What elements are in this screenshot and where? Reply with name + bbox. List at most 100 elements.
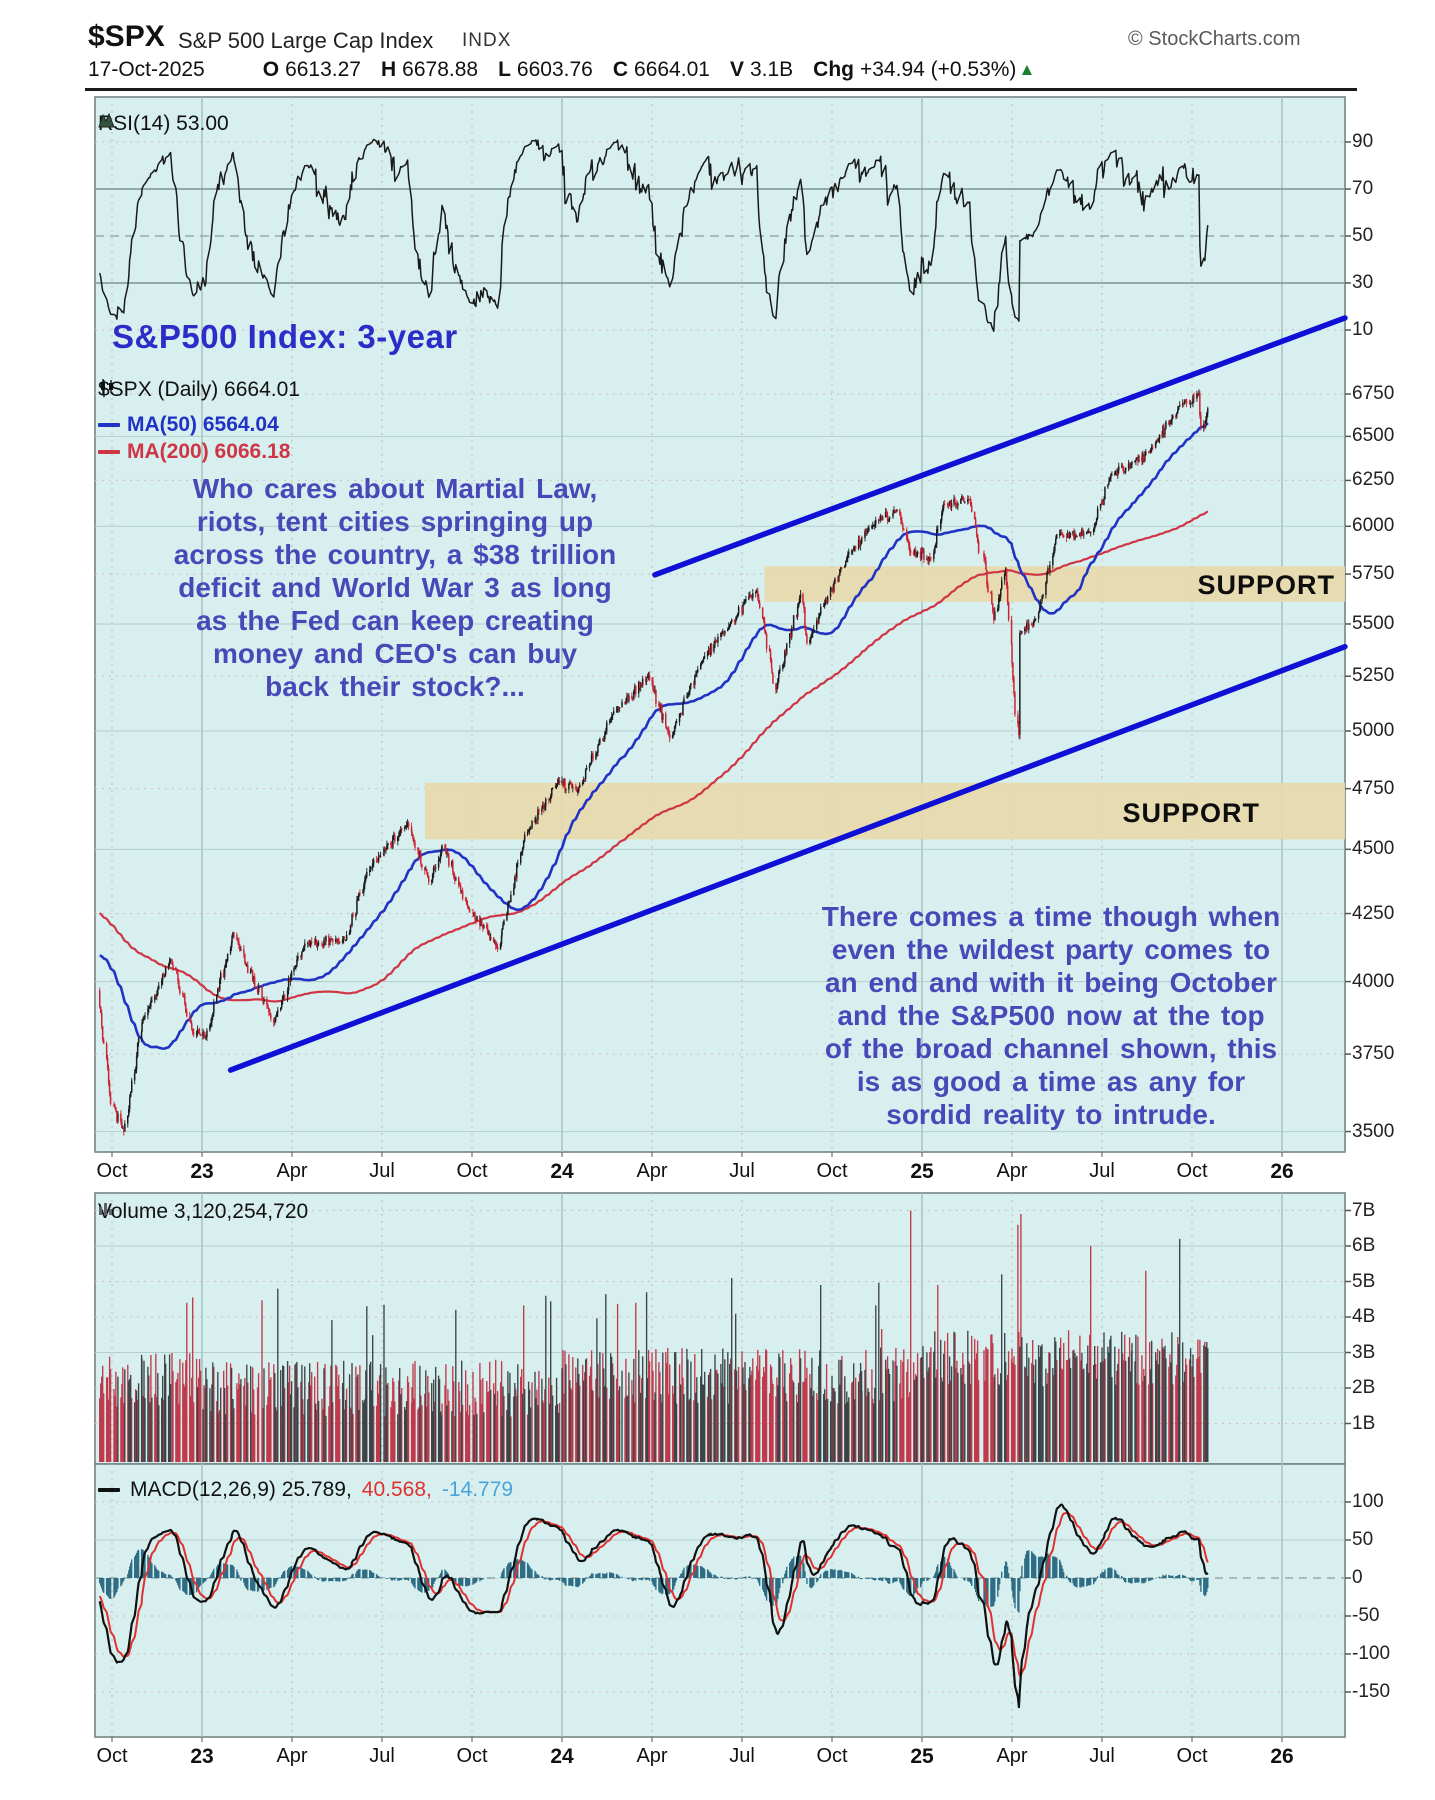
- annotation-line: across the country, a $38 trillion: [173, 539, 617, 570]
- rsi-axis-tick: 90: [1352, 131, 1374, 152]
- annotation-line: Who cares about Martial Law,: [192, 473, 598, 504]
- annotation-line: an end and with it being October: [824, 967, 1277, 998]
- ticker-name: S&P 500 Large Cap Index: [178, 28, 434, 53]
- price-axis-tick: 4000: [1352, 971, 1395, 992]
- chart-title: S&P500 Index: 3-year: [112, 318, 458, 355]
- price-axis-tick: 4750: [1352, 778, 1395, 799]
- x-axis-label: 24: [550, 1745, 574, 1768]
- macd-hist-value: -14.779: [441, 1478, 514, 1501]
- ma200-legend: MA(200) 6066.18: [127, 440, 291, 463]
- x-axis-label: Oct: [456, 1160, 488, 1182]
- annotation-line: and the S&P500 now at the top: [837, 1000, 1265, 1031]
- quote-key: H: [381, 58, 397, 81]
- x-axis-label: Oct: [96, 1160, 128, 1182]
- change-up-icon: ▲: [1018, 60, 1036, 79]
- x-axis-label: 25: [910, 1745, 934, 1768]
- volume-axis-tick: 7B: [1352, 1200, 1376, 1221]
- quote-key: O: [262, 58, 280, 81]
- spx-legend: $SPX (Daily) 6664.01: [98, 378, 300, 401]
- x-axis-label: Apr: [636, 1745, 668, 1767]
- annotation-line: deficit and World War 3 as long: [178, 572, 612, 603]
- macd-label-row: MACD(12,26,9) 25.789, 40.568, -14.779: [98, 1478, 517, 1502]
- annotation-line: even the wildest party comes to: [831, 934, 1271, 965]
- rsi-label: RSI(14) 53.00: [98, 112, 229, 135]
- stockcharts-credit: © StockCharts.com: [1128, 28, 1301, 50]
- ma50-legend: MA(50) 6564.04: [127, 413, 279, 436]
- annotation-block-2: There comes a time though when even the w…: [745, 900, 1357, 1131]
- price-axis-tick: 6000: [1352, 515, 1395, 536]
- rsi-axis-tick: 50: [1352, 225, 1374, 246]
- ma200-line-icon: [98, 450, 120, 454]
- x-axis-label: 23: [190, 1745, 214, 1768]
- price-axis-tick: 5750: [1352, 563, 1395, 584]
- x-axis-label: Apr: [276, 1160, 308, 1182]
- x-axis-label: Apr: [996, 1160, 1028, 1182]
- support-label-lower: SUPPORT: [1122, 798, 1260, 828]
- price-axis-tick: 4250: [1352, 903, 1395, 924]
- macd-axis-tick: -100: [1352, 1643, 1391, 1664]
- quote-date: 17-Oct-2025: [88, 58, 205, 81]
- volume-axis-tick: 3B: [1352, 1342, 1376, 1363]
- rsi-label-row: RSI(14) 53.00: [98, 112, 229, 136]
- volume-label: Volume 3,120,254,720: [98, 1200, 309, 1223]
- spx-legend-row: $SPX (Daily) 6664.01: [98, 378, 300, 402]
- x-axis-label: Oct: [816, 1745, 848, 1767]
- annotation-line: is as good a time as any for: [856, 1066, 1246, 1097]
- x-axis-label: Oct: [1176, 1745, 1208, 1767]
- macd-line-icon: [98, 1488, 120, 1492]
- quote-key: L: [498, 58, 511, 81]
- ma50-legend-row: MA(50) 6564.04: [98, 413, 279, 437]
- quote-key: C: [612, 58, 629, 81]
- quote-value: +34.94 (+0.53%): [859, 58, 1017, 81]
- macd-axis-tick: -50: [1352, 1605, 1380, 1626]
- candlestick-icon: [101, 379, 113, 394]
- quote-value: 6664.01: [634, 58, 710, 81]
- x-axis-label: Oct: [816, 1160, 848, 1182]
- volume-axis-tick: 2B: [1352, 1377, 1376, 1398]
- quote-value: 6613.27: [285, 58, 361, 81]
- annotation-line: There comes a time though when: [821, 901, 1281, 932]
- quote-key: V: [729, 58, 744, 81]
- quote-key: Chg: [813, 58, 854, 81]
- annotation-block-1: Who cares about Martial Law, riots, tent …: [95, 472, 695, 703]
- x-axis-label: Apr: [996, 1745, 1028, 1767]
- x-axis-label: 26: [1270, 1160, 1294, 1183]
- macd-axis-tick: 100: [1352, 1491, 1384, 1512]
- price-axis-tick: 3500: [1352, 1121, 1395, 1142]
- annotation-line: back their stock?...: [265, 671, 525, 702]
- quote-values: O 6613.27 H 6678.88 L 6603.76 C 6664.01 V 3.1B Chg…: [263, 58, 1017, 82]
- x-axis-label: Jul: [729, 1160, 755, 1182]
- macd-signal-value: 40.568,: [361, 1478, 432, 1501]
- x-axis-label: Jul: [729, 1745, 755, 1767]
- ticker-symbol: $SPX: [88, 20, 165, 53]
- rsi-area-icon: [98, 112, 115, 128]
- volume-axis-tick: 4B: [1352, 1306, 1376, 1327]
- price-axis-tick: 4500: [1352, 838, 1395, 859]
- rsi-axis-tick: 70: [1352, 178, 1374, 199]
- macd-axis-tick: -150: [1352, 1681, 1391, 1702]
- volume-bars-icon: [99, 1203, 112, 1215]
- macd-axis-tick: 50: [1352, 1529, 1374, 1550]
- quote-value: 6603.76: [516, 58, 593, 81]
- price-axis-tick: 3750: [1352, 1043, 1395, 1064]
- x-axis-label: Apr: [636, 1160, 668, 1182]
- x-axis-label: Jul: [369, 1745, 395, 1767]
- macd-label: MACD(12,26,9) 25.789,: [130, 1478, 352, 1501]
- ma200-legend-row: MA(200) 6066.18: [98, 440, 290, 464]
- x-axis-label: Jul: [369, 1160, 395, 1182]
- ma50-line-icon: [98, 423, 120, 427]
- x-axis-label: Oct: [456, 1745, 488, 1767]
- price-axis-tick: 6500: [1352, 425, 1395, 446]
- price-axis-tick: 5250: [1352, 665, 1395, 686]
- x-axis-label: 24: [550, 1160, 574, 1183]
- price-axis-tick: 5500: [1352, 613, 1395, 634]
- x-axis-label: 23: [190, 1160, 214, 1183]
- x-axis-label: Oct: [96, 1745, 128, 1767]
- volume-axis-tick: 6B: [1352, 1235, 1376, 1256]
- ticker-exchange: INDX: [462, 30, 512, 51]
- annotation-line: sordid reality to intrude.: [886, 1099, 1216, 1130]
- annotation-line: of the broad channel shown, this: [824, 1033, 1278, 1064]
- support-label-upper: SUPPORT: [1197, 570, 1335, 600]
- x-axis-label: Apr: [276, 1745, 308, 1767]
